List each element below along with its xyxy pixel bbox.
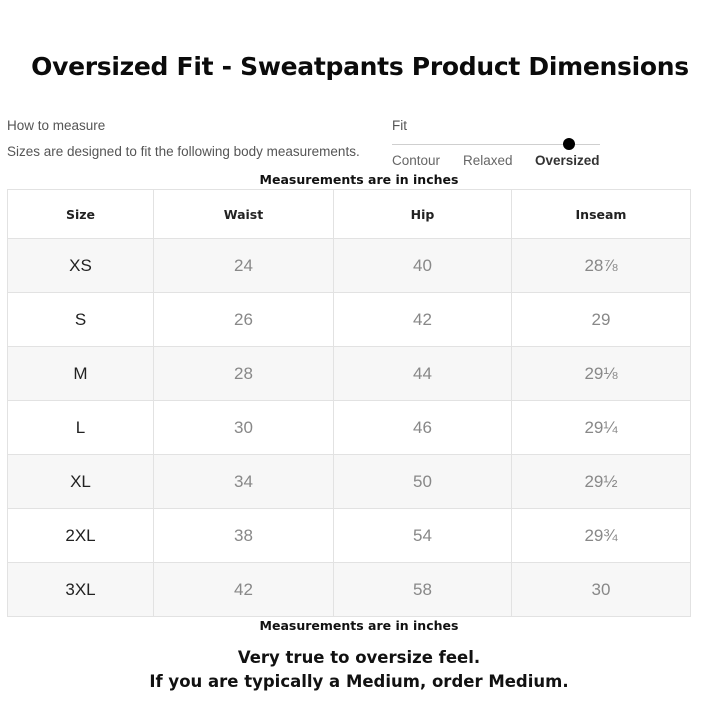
fit-option-relaxed: Relaxed [463, 153, 513, 168]
waist-cell: 34 [153, 454, 334, 509]
waist-cell: 30 [153, 400, 334, 455]
fit-slider-track [392, 144, 600, 145]
inseam-cell: 29¾ [511, 508, 691, 563]
table-row: 2XL 38 54 29¾ [7, 508, 691, 563]
table-row: XL 34 50 29½ [7, 454, 691, 509]
inseam-cell: 30 [511, 562, 691, 617]
inseam-cell: 28⅞ [511, 238, 691, 293]
hip-cell: 40 [333, 238, 512, 293]
size-cell: XS [7, 238, 154, 293]
table-header-row: Size Waist Hip Inseam [7, 189, 691, 239]
header-size: Size [7, 189, 154, 239]
table-row: XS 24 40 28⅞ [7, 238, 691, 293]
header-inseam: Inseam [511, 189, 691, 239]
hip-cell: 54 [333, 508, 512, 563]
size-cell: S [7, 292, 154, 347]
fit-slider-handle [563, 138, 575, 150]
table-row: 3XL 42 58 30 [7, 562, 691, 617]
size-cell: L [7, 400, 154, 455]
hip-cell: 50 [333, 454, 512, 509]
table-row: L 30 46 29¼ [7, 400, 691, 455]
measurement-description: Sizes are designed to fit the following … [7, 144, 360, 159]
inseam-cell: 29½ [511, 454, 691, 509]
size-chart-table: Size Waist Hip Inseam XS 24 40 28⅞ S 26 … [7, 189, 691, 617]
inseam-cell: 29 [511, 292, 691, 347]
header-waist: Waist [153, 189, 334, 239]
size-cell: XL [7, 454, 154, 509]
inseam-cell: 29⅛ [511, 346, 691, 401]
page-title: Oversized Fit - Sweatpants Product Dimen… [31, 52, 689, 81]
hip-cell: 58 [333, 562, 512, 617]
inseam-cell: 29¼ [511, 400, 691, 455]
waist-cell: 26 [153, 292, 334, 347]
table-row: M 28 44 29⅛ [7, 346, 691, 401]
units-note-bottom: Measurements are in inches [259, 618, 459, 633]
fit-tip-line-2: If you are typically a Medium, order Med… [149, 672, 569, 691]
waist-cell: 42 [153, 562, 334, 617]
fit-option-contour: Contour [392, 153, 441, 168]
how-to-measure-label: How to measure [7, 118, 106, 133]
fit-tip-line-1: Very true to oversize feel. [237, 648, 481, 667]
waist-cell: 28 [153, 346, 334, 401]
size-cell: 2XL [7, 508, 154, 563]
header-hip: Hip [333, 189, 512, 239]
fit-label: Fit [392, 118, 407, 133]
size-cell: M [7, 346, 154, 401]
waist-cell: 38 [153, 508, 334, 563]
waist-cell: 24 [153, 238, 334, 293]
hip-cell: 44 [333, 346, 512, 401]
units-note-top: Measurements are in inches [259, 172, 459, 187]
fit-option-oversized: Oversized [535, 153, 600, 168]
hip-cell: 46 [333, 400, 512, 455]
size-cell: 3XL [7, 562, 154, 617]
table-row: S 26 42 29 [7, 292, 691, 347]
hip-cell: 42 [333, 292, 512, 347]
